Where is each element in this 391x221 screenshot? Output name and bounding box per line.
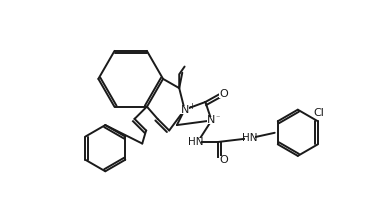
FancyBboxPatch shape	[180, 106, 189, 114]
Text: HN: HN	[188, 137, 204, 147]
FancyBboxPatch shape	[246, 134, 255, 142]
Text: N: N	[207, 115, 216, 126]
FancyBboxPatch shape	[219, 90, 228, 98]
Text: ⁻: ⁻	[215, 113, 219, 122]
Text: HN: HN	[242, 133, 258, 143]
FancyBboxPatch shape	[207, 117, 216, 124]
Text: N: N	[180, 105, 189, 115]
Text: O: O	[219, 89, 228, 99]
FancyBboxPatch shape	[192, 138, 201, 146]
FancyBboxPatch shape	[219, 156, 228, 164]
Text: +: +	[188, 102, 195, 111]
Text: O: O	[219, 155, 228, 165]
Text: Cl: Cl	[313, 108, 324, 118]
